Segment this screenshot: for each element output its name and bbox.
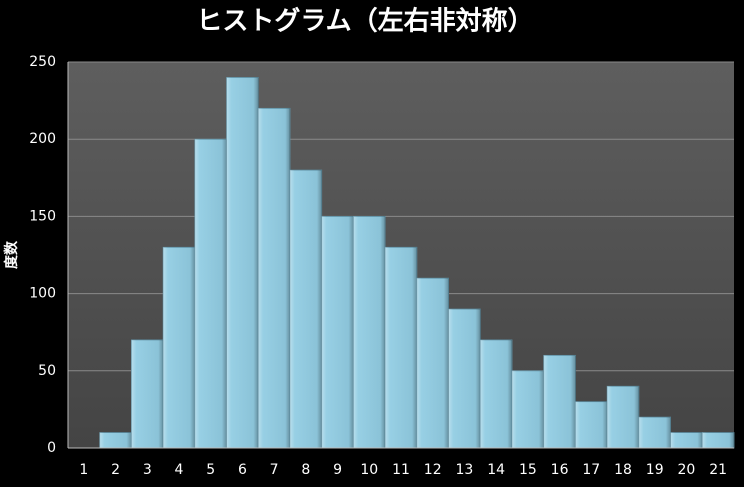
bar [257,107,291,449]
bar [289,169,323,449]
x-tick-label: 10 [360,462,378,478]
x-tick-label: 7 [270,462,279,478]
bar [194,138,227,449]
bar [384,246,418,449]
y-tick-label: 250 [29,54,56,70]
bar [99,432,132,449]
x-tick-label: 12 [424,462,442,478]
y-axis-label: 度数 [3,240,20,269]
bar [543,354,576,449]
y-tick-label: 100 [29,286,56,302]
x-tick-label: 13 [456,462,474,478]
x-tick-label: 9 [333,462,342,478]
bar [321,215,354,449]
bar [416,277,449,449]
bar [670,432,703,449]
y-tick-label: 0 [47,440,56,456]
x-tick-label: 5 [206,462,215,478]
bar [162,246,196,449]
x-tick-label: 16 [551,462,569,478]
bar [353,215,386,449]
bar [226,77,259,449]
x-tick-label: 3 [143,462,152,478]
y-tick-label: 200 [29,131,56,147]
x-tick-label: 14 [487,462,505,478]
bar [131,339,164,449]
x-tick-label: 2 [111,462,120,478]
bar [575,401,608,449]
y-tick-label: 150 [29,208,56,224]
x-tick-label: 15 [519,462,537,478]
bar [606,385,640,449]
x-tick-label: 19 [646,462,664,478]
bar [511,370,545,449]
x-tick-label: 20 [678,462,696,478]
bar [479,339,513,449]
x-tick-label: 4 [175,462,184,478]
x-tick-label: 18 [614,462,632,478]
chart-title: ヒストグラム（左右非対称） [196,7,533,37]
bar [448,308,481,449]
bar [701,432,735,449]
x-tick-label: 21 [709,462,727,478]
bar [638,416,671,449]
x-tick-label: 6 [238,462,247,478]
x-tick-label: 1 [79,462,88,478]
y-tick-label: 50 [38,363,56,379]
x-tick-label: 17 [582,462,600,478]
x-tick-label: 8 [301,462,310,478]
x-tick-label: 11 [392,462,410,478]
